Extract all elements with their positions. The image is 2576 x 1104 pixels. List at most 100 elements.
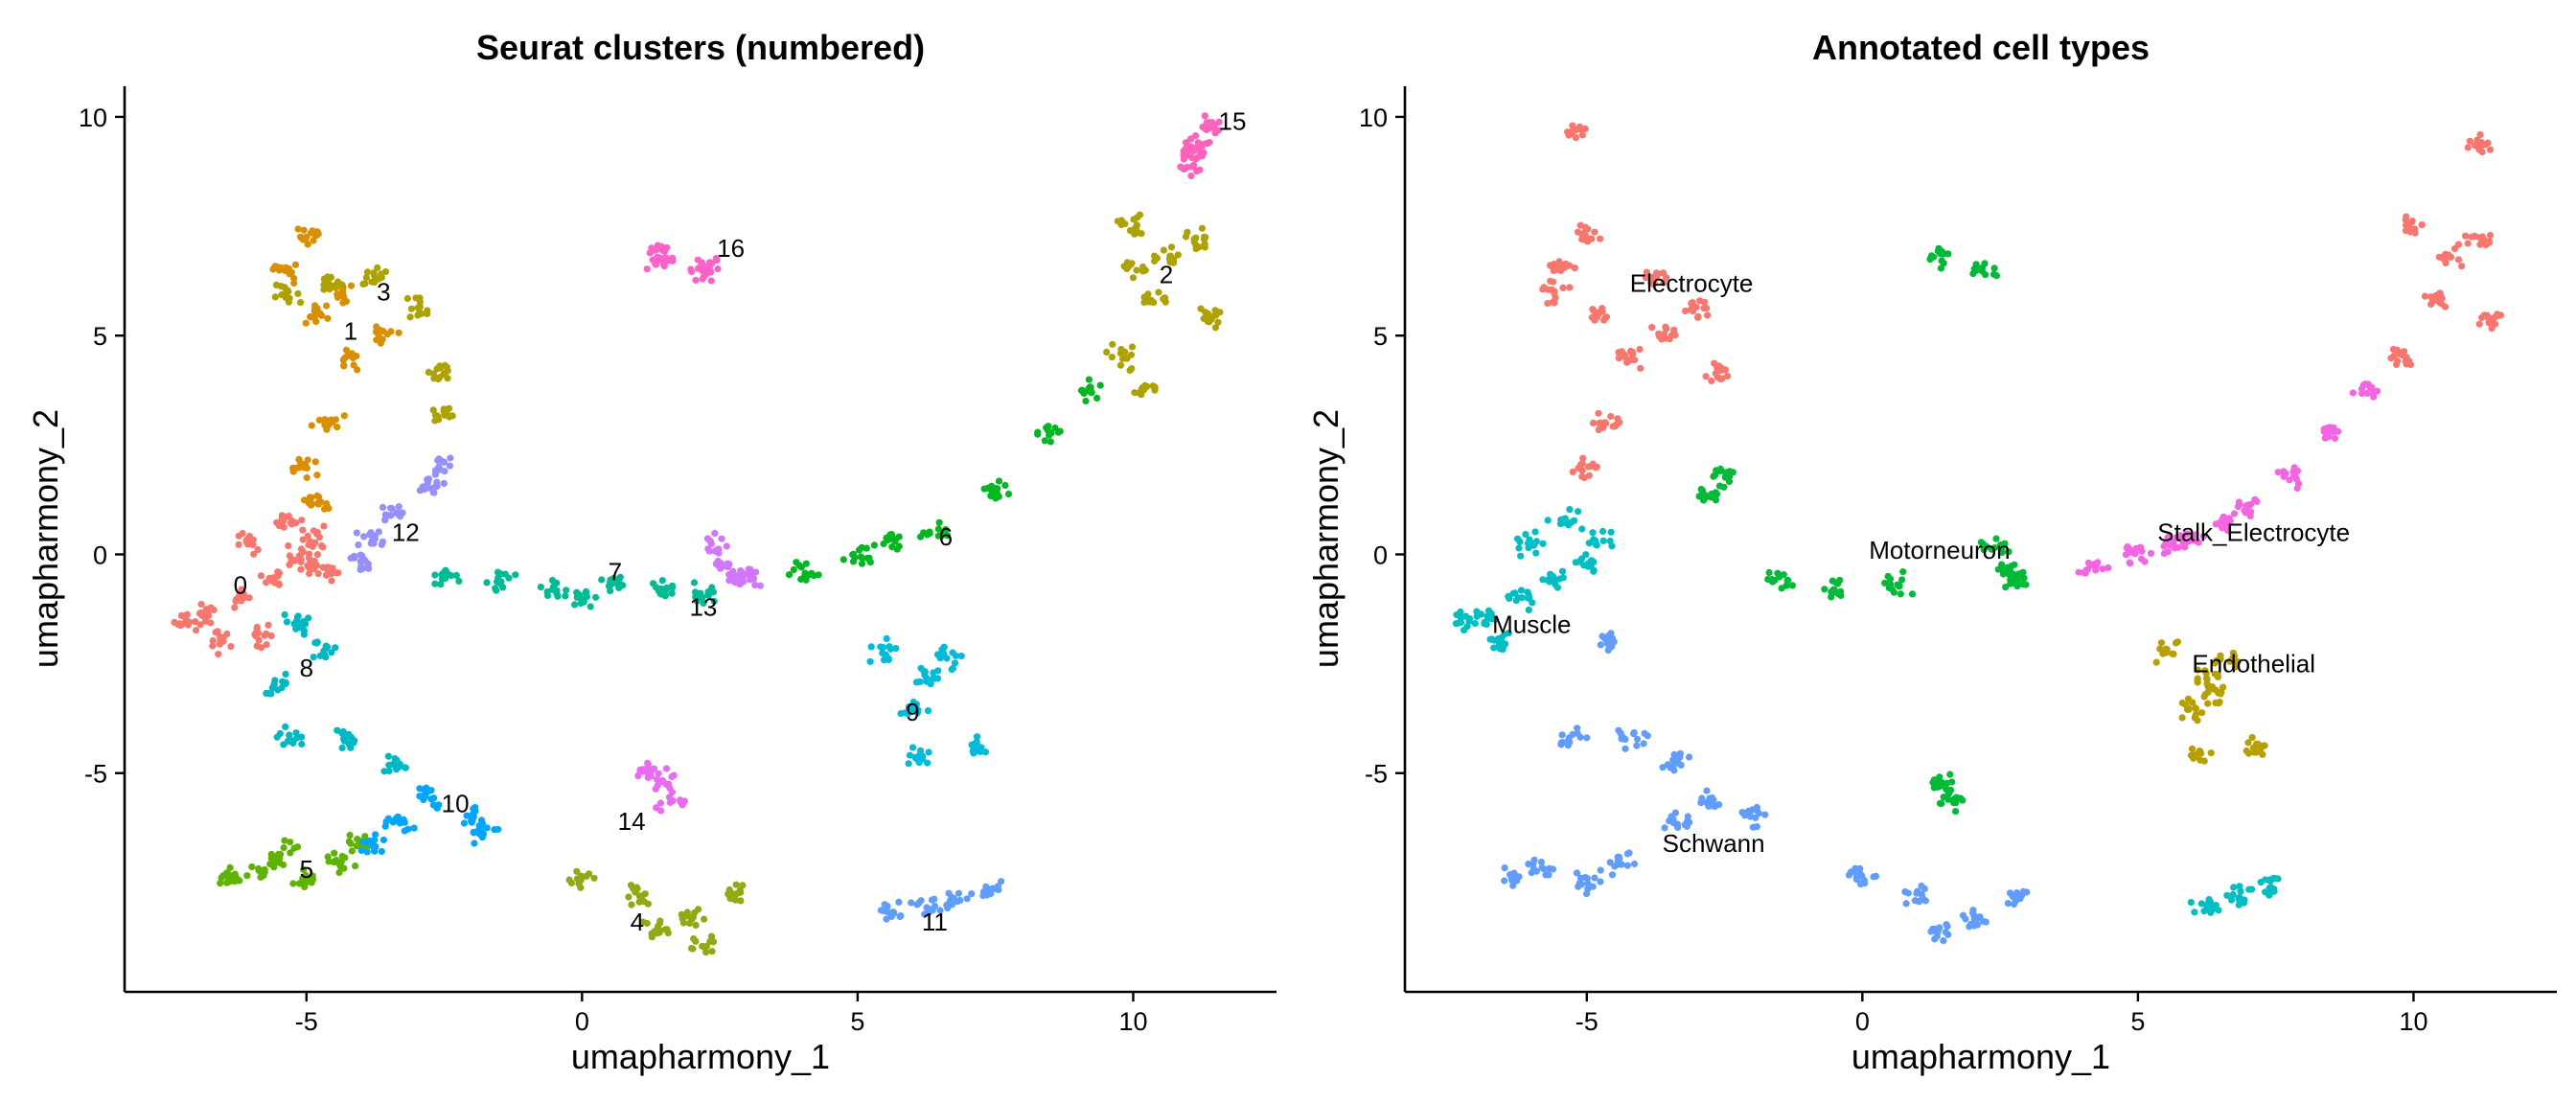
data-point-motorneuron: [1897, 590, 1904, 598]
data-point-0: [285, 541, 292, 550]
data-point-motorneuron: [1899, 568, 1907, 576]
data-point-schwann: [1623, 862, 1631, 869]
data-point-electrocyte: [1623, 358, 1631, 366]
data-point-muscle: [2223, 891, 2231, 899]
panel-title: Seurat clusters (numbered): [476, 28, 925, 67]
data-point-endothelial: [2230, 656, 2238, 664]
data-point-7: [496, 570, 505, 578]
data-point-electrocyte: [2464, 240, 2472, 247]
data-point-14: [655, 770, 662, 777]
data-point-schwann: [1589, 883, 1597, 890]
data-point-endothelial: [2184, 695, 2193, 702]
data-point-endothelial: [2242, 747, 2250, 755]
data-point-15: [1201, 112, 1208, 120]
data-point-2: [1122, 354, 1130, 361]
data-point-16: [696, 264, 704, 271]
data-point-schwann: [1931, 935, 1939, 943]
data-point-9: [906, 751, 914, 759]
data-point-schwann: [1715, 801, 1723, 809]
data-point-muscle: [2208, 906, 2216, 913]
data-point-1: [374, 329, 381, 336]
x-axis-label: umapharmony_1: [1852, 1037, 2110, 1076]
data-point-1: [342, 346, 351, 354]
data-point-12: [447, 454, 454, 462]
panel-seurat-clusters: Seurat clusters (numbered) 0123456789101…: [26, 28, 1276, 1076]
data-point-0: [280, 518, 288, 525]
data-point-motorneuron: [1972, 261, 1980, 268]
data-point-motorneuron: [1700, 496, 1708, 504]
y-tick-label: 5: [93, 322, 107, 351]
data-point-electrocyte: [1723, 372, 1732, 380]
data-point-muscle: [1607, 528, 1615, 536]
data-point-muscle: [1473, 612, 1481, 620]
data-point-0: [297, 545, 306, 553]
data-point-endothelial: [2195, 749, 2202, 757]
data-point-endothelial: [2254, 740, 2262, 748]
data-point-14: [677, 798, 685, 806]
data-point-muscle: [1457, 608, 1464, 616]
data-point-electrocyte: [1616, 419, 1623, 426]
data-point-0: [289, 556, 297, 564]
data-point-0: [328, 569, 335, 577]
data-point-2: [1160, 246, 1167, 254]
data-point-7: [690, 579, 699, 586]
data-point-6: [858, 560, 866, 567]
data-point-electrocyte: [1628, 351, 1637, 358]
data-point-0: [231, 604, 239, 611]
cluster-label: Schwann: [1663, 829, 1765, 858]
data-point-muscle: [1552, 581, 1559, 588]
data-point-0: [196, 610, 203, 617]
data-point-8: [283, 618, 291, 626]
data-point-electrocyte: [1650, 280, 1658, 288]
data-point-6: [886, 531, 894, 539]
data-point-endothelial: [2201, 691, 2209, 699]
data-point-10: [422, 790, 429, 798]
data-point-3: [416, 294, 424, 302]
data-point-9: [917, 664, 925, 672]
data-point-12: [431, 471, 439, 478]
x-tick-label: 5: [2130, 1007, 2145, 1036]
data-point-6: [941, 528, 949, 536]
data-point-3: [441, 406, 448, 414]
x-tick-label: -5: [1576, 1007, 1598, 1036]
data-point-0: [270, 578, 278, 586]
data-point-6: [870, 541, 879, 549]
data-point-motorneuron: [1881, 579, 1889, 587]
data-point-schwann: [1597, 641, 1604, 649]
data-point-1: [323, 426, 331, 433]
data-point-schwann: [1607, 630, 1615, 637]
data-point-electrocyte: [1660, 269, 1668, 277]
data-point-12: [364, 563, 372, 570]
data-point-5: [346, 831, 354, 840]
data-point-stalk_electrocyte: [2170, 538, 2177, 546]
data-point-7: [444, 569, 451, 577]
data-point-16: [702, 270, 710, 278]
data-point-1: [383, 331, 391, 338]
data-point-3: [416, 309, 424, 316]
data-point-motorneuron: [1885, 584, 1893, 592]
data-point-electrocyte: [1615, 349, 1622, 356]
data-point-10: [384, 815, 392, 822]
data-point-11: [921, 910, 929, 918]
data-point-3: [424, 310, 431, 317]
data-point-electrocyte: [1550, 278, 1557, 286]
data-point-8: [380, 768, 388, 775]
data-point-motorneuron: [1830, 586, 1838, 593]
data-point-4: [586, 870, 593, 878]
data-point-7: [505, 574, 513, 582]
data-point-9: [933, 675, 942, 682]
data-point-muscle: [1547, 570, 1554, 578]
data-point-motorneuron: [1935, 244, 1943, 252]
data-point-10: [433, 804, 441, 812]
data-point-8: [281, 610, 288, 619]
data-point-6: [895, 533, 903, 540]
data-point-13: [703, 535, 712, 542]
data-point-4: [687, 914, 695, 922]
data-point-0: [314, 570, 322, 578]
data-point-electrocyte: [1694, 313, 1702, 321]
data-point-schwann: [1672, 820, 1680, 828]
data-point-electrocyte: [1552, 265, 1560, 273]
data-point-endothelial: [2215, 689, 2222, 697]
data-point-motorneuron: [2006, 568, 2013, 576]
data-point-6: [934, 532, 942, 540]
